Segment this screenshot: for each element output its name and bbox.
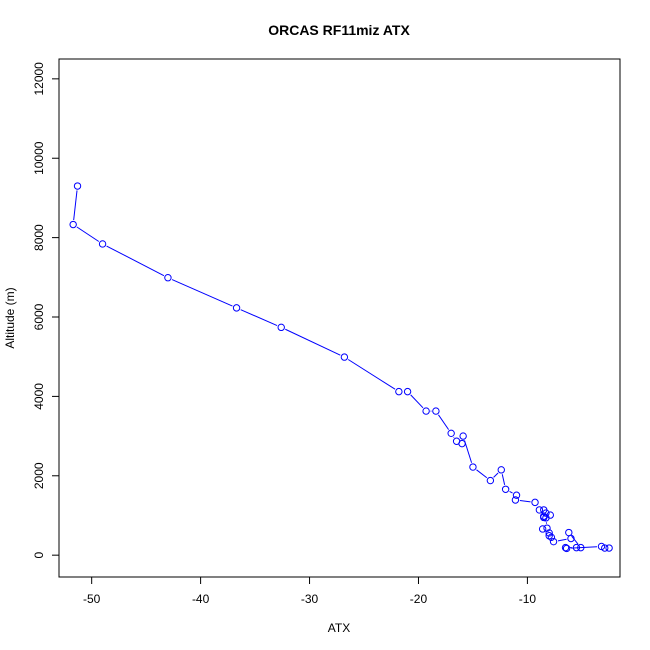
data-point xyxy=(432,407,440,415)
data-point xyxy=(531,498,539,507)
y-tick-label: 8000 xyxy=(32,224,46,251)
y-tick-label: 2000 xyxy=(32,462,46,489)
data-point xyxy=(562,544,571,553)
series-segment xyxy=(347,359,396,390)
x-tick-label: -50 xyxy=(83,592,101,606)
y-tick-label: 10000 xyxy=(32,141,46,175)
x-tick-label: -30 xyxy=(301,592,319,606)
data-point xyxy=(501,485,510,493)
data-point xyxy=(164,274,172,282)
series-segment xyxy=(557,538,567,542)
x-tick-label: -10 xyxy=(519,592,537,606)
x-tick-label: -20 xyxy=(410,592,428,606)
data-point xyxy=(497,466,505,474)
y-axis-label: Altitude (m) xyxy=(3,287,17,348)
data-point xyxy=(605,544,613,552)
data-point xyxy=(545,532,553,540)
series-segment xyxy=(519,500,531,503)
y-axis: 0 2000 4000 6000 8000 10000 12000 xyxy=(32,62,60,559)
series-segment xyxy=(240,309,278,326)
data-point xyxy=(542,514,550,522)
y-tick-label: 0 xyxy=(32,552,46,559)
data-point xyxy=(561,543,570,552)
x-axis-label: ATX xyxy=(328,621,350,635)
data-point xyxy=(469,463,477,471)
data-point xyxy=(511,496,520,504)
data-point xyxy=(577,543,585,552)
data-point xyxy=(277,323,285,332)
y-tick-label: 6000 xyxy=(32,303,46,330)
series-segment xyxy=(410,394,424,409)
x-axis: -50 -40 -30 -20 -10 xyxy=(83,576,537,606)
data-point xyxy=(447,429,455,438)
data-point xyxy=(69,220,77,229)
series-segment xyxy=(493,472,499,478)
data-point xyxy=(459,432,467,440)
series-segment xyxy=(73,190,78,221)
data-point xyxy=(538,525,547,533)
data-point xyxy=(232,304,241,312)
x-tick-label: -40 xyxy=(192,592,210,606)
data-point xyxy=(547,533,556,542)
series-layer xyxy=(69,182,613,553)
y-tick-label: 12000 xyxy=(32,62,46,96)
series-segment xyxy=(76,226,100,242)
chart-title: ORCAS RF11miz ATX xyxy=(268,22,410,38)
series-segment xyxy=(438,414,450,430)
data-point xyxy=(403,387,412,396)
data-point xyxy=(98,240,107,248)
series-segment xyxy=(285,328,341,356)
data-point xyxy=(512,491,521,499)
data-point xyxy=(486,476,495,485)
data-point xyxy=(340,353,349,361)
data-point xyxy=(543,524,551,532)
data-point xyxy=(395,387,403,396)
data-point xyxy=(535,506,544,514)
data-point xyxy=(422,407,430,415)
data-point xyxy=(565,528,573,537)
series-segment xyxy=(501,474,506,485)
data-point xyxy=(73,182,82,190)
data-point xyxy=(545,529,553,537)
data-point xyxy=(601,544,609,552)
series-segment xyxy=(171,279,233,307)
series-segment xyxy=(509,490,513,494)
data-point xyxy=(549,537,558,546)
y-tick-label: 4000 xyxy=(32,383,46,410)
series-segment xyxy=(106,245,165,277)
data-point xyxy=(572,543,581,552)
series-segment xyxy=(571,535,579,545)
series-segment xyxy=(476,469,488,479)
data-point xyxy=(458,439,466,448)
